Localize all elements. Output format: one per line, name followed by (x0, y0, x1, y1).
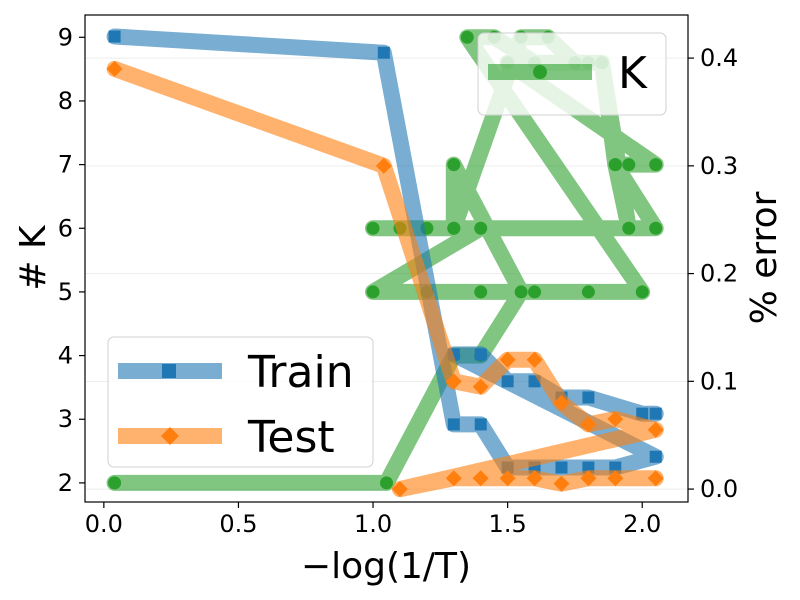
y-left-tick-label-7: 9 (58, 23, 73, 51)
series-train-point-15 (582, 391, 595, 404)
legend-train-marker (162, 364, 176, 378)
y-left-tick-label-4: 6 (58, 214, 73, 242)
series-test-point-14 (526, 470, 543, 487)
x-tick-label-2: 1.0 (354, 510, 392, 538)
series-test-point-5 (526, 351, 543, 368)
y-left-tick-label-6: 8 (58, 87, 73, 115)
y-right-tick-label-3: 0.3 (700, 152, 738, 180)
series-train-point-1 (377, 46, 390, 59)
series-train-point-16 (636, 407, 649, 420)
series-test-point-9 (647, 421, 664, 438)
y-right-tick-label-1: 0.1 (700, 367, 738, 395)
series-train-point-9 (649, 450, 662, 463)
x-tick-label-3: 1.5 (489, 510, 527, 538)
x-tick-label-4: 2.0 (623, 510, 661, 538)
legend-k-label: K (618, 48, 648, 99)
series-test-point-13 (499, 470, 516, 487)
y-left-tick-label-5: 7 (58, 151, 73, 179)
series-k-point-29 (581, 285, 595, 299)
series-test-point-2 (445, 373, 462, 390)
series-k-point-0 (108, 476, 122, 490)
series-train-point-17 (649, 407, 662, 420)
x-axis-label: −log(1/T) (301, 546, 471, 587)
plot-frame (84, 14, 689, 503)
y-right-tick-label-4: 0.4 (700, 44, 738, 72)
series-k-point-19 (649, 221, 663, 235)
series-k-point-13 (649, 158, 663, 172)
series-k-point-18 (608, 158, 622, 172)
series-test (106, 60, 664, 498)
legend-test-marker (161, 427, 179, 445)
legend-train-label: Train (247, 347, 354, 398)
y-left-tick-label-2: 4 (58, 342, 73, 370)
legend-test-label: Test (247, 412, 335, 463)
y-right-tick-label-0: 0.0 (700, 475, 738, 503)
series-train-point-11 (474, 348, 487, 361)
legend-right: K (477, 32, 667, 116)
series-test-point-8 (607, 411, 624, 428)
series-k-point-1 (380, 476, 393, 490)
y-axis-right-label: % error (744, 191, 785, 324)
series-k-point-30 (635, 285, 649, 299)
series-test-point-15 (553, 475, 570, 492)
series-train-point-0 (108, 30, 121, 43)
y-axis-left-label: # K (13, 224, 54, 291)
series-test-point-0 (106, 60, 123, 77)
series-k-point-4 (514, 285, 528, 299)
series-test-point-6 (553, 394, 570, 411)
series-test-point-11 (445, 470, 462, 487)
series-k-point-23 (447, 221, 461, 235)
series-k-point-5 (447, 158, 461, 172)
series-k-point-17 (622, 221, 636, 235)
series-test-point-17 (607, 470, 624, 487)
series-test-point-3 (472, 378, 489, 395)
series-k-point-24 (474, 221, 488, 235)
series-train-point-6 (555, 461, 568, 474)
series-k-point-27 (474, 285, 488, 299)
series-test-point-10 (391, 481, 408, 498)
series-train-point-12 (501, 375, 514, 388)
y-left-tick-label-0: 2 (58, 469, 73, 497)
series-test-point-12 (472, 470, 489, 487)
series-test-point-1 (375, 157, 392, 174)
y-left-tick-label-1: 3 (58, 405, 73, 433)
x-tick-label-0: 0.0 (85, 510, 123, 538)
ticks-layer: 0.0 0.5 1.0 1.5 2.0 2 3 4 5 6 7 8 9 0.0 0.1 0.2 0.3 0.4 (58, 23, 738, 538)
y-right-tick-label-2: 0.2 (700, 260, 738, 288)
y-left-tick-label-3: 5 (58, 278, 73, 306)
series-k-point-31 (460, 30, 474, 44)
series-test-point-4 (499, 351, 516, 368)
legend-k-marker (533, 65, 547, 79)
x-tick-label-1: 0.5 (219, 510, 257, 538)
series-train-point-3 (474, 418, 487, 431)
series-train-point-2 (447, 418, 460, 431)
legend-left: Train Test (107, 336, 374, 468)
series-test-point-16 (580, 470, 597, 487)
series-k-point-20 (366, 221, 380, 235)
series-test-point-18 (647, 470, 664, 487)
series-k-point-12 (622, 158, 636, 172)
series-k-point-25 (366, 285, 380, 299)
series-k-point-28 (528, 285, 542, 299)
series-test-point-7 (580, 416, 597, 433)
